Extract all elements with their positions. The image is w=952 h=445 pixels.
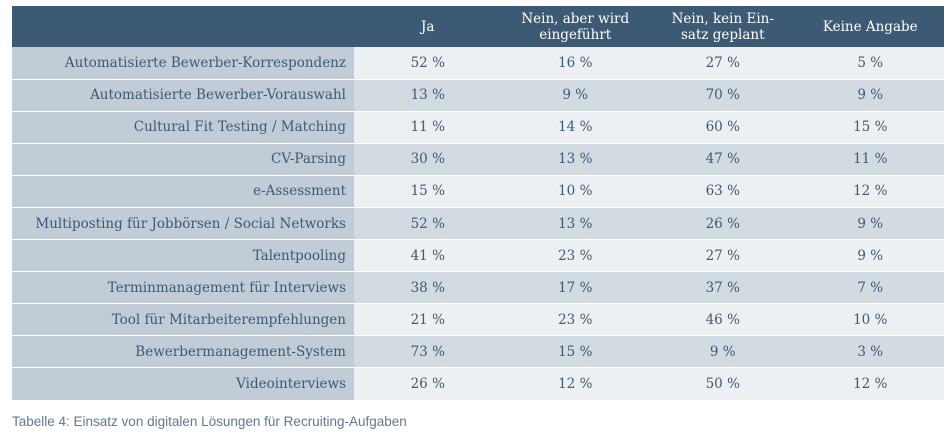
- column-header-ja: Ja: [354, 6, 502, 47]
- value-cell: 15 %: [501, 335, 649, 369]
- table-caption: Tabelle 4: Einsatz von digitalen Lösunge…: [12, 414, 407, 429]
- row-label: Bewerbermanagement-System: [12, 335, 354, 369]
- value-cell: 17 %: [501, 271, 649, 305]
- row-label: Talentpooling: [12, 239, 354, 273]
- column-header-line: eingeführt: [539, 26, 612, 43]
- value-cell: 16 %: [501, 47, 649, 80]
- table-row: CV-Parsing 30 % 13 % 47 % 11 %: [12, 143, 944, 176]
- value-cell: 27 %: [649, 47, 797, 80]
- row-label: Videointerviews: [12, 367, 354, 401]
- value-cell: 30 %: [354, 143, 502, 176]
- value-cell: 27 %: [649, 239, 797, 273]
- value-cell: 10 %: [796, 303, 944, 337]
- value-cell: 47 %: [649, 143, 797, 176]
- value-cell: 70 %: [649, 79, 797, 112]
- table-body: Automatisierte Bewerber-Korrespondenz 52 …: [12, 47, 944, 401]
- column-header-nein-kein-einsatz-geplant: Nein, kein Ein- satz geplant: [649, 6, 797, 47]
- value-cell: 60 %: [649, 111, 797, 144]
- row-label: Multiposting für Jobbörsen / Social Netw…: [12, 207, 354, 241]
- table-row: Automatisierte Bewerber-Korrespondenz 52 …: [12, 47, 944, 80]
- table-row: Talentpooling 41 % 23 % 27 % 9 %: [12, 239, 944, 273]
- value-cell: 63 %: [649, 175, 797, 208]
- value-cell: 7 %: [796, 271, 944, 305]
- value-cell: 9 %: [796, 79, 944, 112]
- value-cell: 37 %: [649, 271, 797, 305]
- value-cell: 38 %: [354, 271, 502, 305]
- value-cell: 3 %: [796, 335, 944, 369]
- value-cell: 12 %: [796, 367, 944, 401]
- value-cell: 46 %: [649, 303, 797, 337]
- recruiting-solutions-table: Ja Nein, aber wird eingeführt Nein, kein…: [12, 6, 944, 401]
- value-cell: 52 %: [354, 207, 502, 241]
- column-header-line: Nein, kein Ein-: [671, 10, 774, 27]
- column-header-line: Ja: [421, 18, 435, 35]
- value-cell: 11 %: [354, 111, 502, 144]
- row-label: Automatisierte Bewerber-Korrespondenz: [12, 47, 354, 80]
- column-header-line: Keine Angabe: [822, 18, 918, 35]
- value-cell: 23 %: [501, 303, 649, 337]
- value-cell: 13 %: [501, 207, 649, 241]
- table-row: e-Assessment 15 % 10 % 63 % 12 %: [12, 175, 944, 208]
- row-label: Automatisierte Bewerber-Vorauswahl: [12, 79, 354, 112]
- value-cell: 52 %: [354, 47, 502, 80]
- value-cell: 11 %: [796, 143, 944, 176]
- value-cell: 15 %: [796, 111, 944, 144]
- value-cell: 26 %: [354, 367, 502, 401]
- value-cell: 10 %: [501, 175, 649, 208]
- table-row: Videointerviews 26 % 12 % 50 % 12 %: [12, 367, 944, 401]
- value-cell: 13 %: [501, 143, 649, 176]
- value-cell: 14 %: [501, 111, 649, 144]
- table-row: Automatisierte Bewerber-Vorauswahl 13 % 9 …: [12, 79, 944, 112]
- header-row: Ja Nein, aber wird eingeführt Nein, kein…: [12, 6, 944, 47]
- row-label: CV-Parsing: [12, 143, 354, 176]
- header-corner-cell: [12, 6, 354, 47]
- value-cell: 12 %: [796, 175, 944, 208]
- column-header-keine-angabe: Keine Angabe: [796, 6, 944, 47]
- value-cell: 9 %: [649, 335, 797, 369]
- value-cell: 23 %: [501, 239, 649, 273]
- value-cell: 41 %: [354, 239, 502, 273]
- value-cell: 73 %: [354, 335, 502, 369]
- table-row: Bewerbermanagement-System 73 % 15 % 9 % 3 %: [12, 335, 944, 369]
- value-cell: 26 %: [649, 207, 797, 241]
- column-header-nein-aber-wird-eingefuehrt: Nein, aber wird eingeführt: [501, 6, 649, 47]
- value-cell: 12 %: [501, 367, 649, 401]
- value-cell: 21 %: [354, 303, 502, 337]
- table-row: Terminmanagement für Interviews 38 % 17 % 3…: [12, 271, 944, 305]
- value-cell: 13 %: [354, 79, 502, 112]
- value-cell: 9 %: [796, 239, 944, 273]
- column-header-line: satz geplant: [680, 26, 765, 43]
- value-cell: 9 %: [501, 79, 649, 112]
- row-label: Tool für Mitarbeiterempfehlungen: [12, 303, 354, 337]
- value-cell: 5 %: [796, 47, 944, 80]
- value-cell: 50 %: [649, 367, 797, 401]
- table-row: Multiposting für Jobbörsen / Social Netw…: [12, 207, 944, 241]
- column-header-line: Nein, aber wird: [521, 10, 630, 27]
- row-label: Terminmanagement für Interviews: [12, 271, 354, 305]
- value-cell: 9 %: [796, 207, 944, 241]
- table-row: Cultural Fit Testing / Matching 11 % 14 % 6…: [12, 111, 944, 144]
- row-label: Cultural Fit Testing / Matching: [12, 111, 354, 144]
- row-label: e-Assessment: [12, 175, 354, 208]
- table-row: Tool für Mitarbeiterempfehlungen 21 % 23 %…: [12, 303, 944, 337]
- value-cell: 15 %: [354, 175, 502, 208]
